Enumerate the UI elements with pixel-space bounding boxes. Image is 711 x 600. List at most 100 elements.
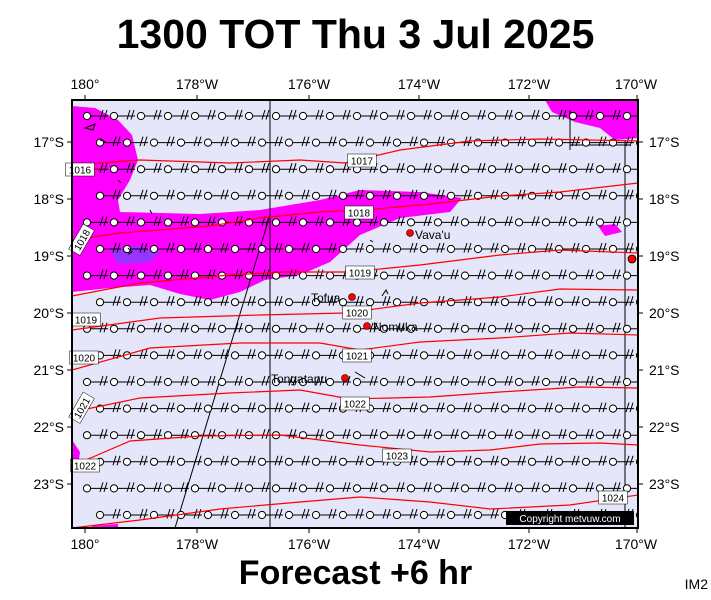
wind-barb — [176, 455, 202, 466]
wind-barb — [487, 375, 513, 387]
wind-barb — [203, 349, 229, 360]
wind-barb — [595, 429, 621, 440]
wind-barb — [338, 508, 364, 520]
wind-barb — [365, 296, 391, 307]
wind-barb — [230, 189, 256, 200]
wind-barb — [406, 163, 432, 174]
lon-label-top-174w: 174°W — [398, 76, 441, 92]
wind-barb — [568, 163, 594, 174]
wind-barb — [527, 296, 553, 307]
lat-label-right-21s: 21°S — [649, 362, 680, 378]
wind-barb — [82, 109, 108, 121]
wind-barb — [136, 429, 162, 440]
wind-barb — [284, 402, 310, 413]
wind-barb — [635, 458, 638, 466]
wind-barb — [311, 136, 337, 147]
wind-barb — [595, 216, 621, 227]
wind-barb — [568, 375, 594, 387]
wind-barb — [109, 482, 135, 493]
wind-barb — [568, 429, 594, 440]
wind-barb — [230, 349, 256, 360]
isobar-label: 1023 — [382, 448, 412, 463]
isobar-label-text: 1023 — [386, 452, 409, 463]
isobar-line — [72, 182, 638, 241]
latitude-labels-right: 17°S 18°S 19°S 20°S 21°S 22°S 23°S — [649, 134, 680, 492]
wind-barb — [379, 375, 405, 387]
wind-barb — [271, 109, 297, 121]
isobar-label-text: 1018 — [348, 209, 371, 220]
latitude-ticks — [67, 141, 643, 485]
wind-barb — [230, 296, 256, 307]
islands — [83, 123, 389, 379]
place-marker-tofua — [348, 293, 356, 301]
wind-barb — [352, 429, 378, 440]
isobar-label: 1019 — [71, 312, 101, 327]
wind-barb — [325, 322, 351, 333]
lon-label-bottom-170w: 170°W — [615, 536, 658, 552]
wind-barb — [244, 322, 270, 333]
wind-barb — [473, 349, 499, 360]
wind-barb — [406, 269, 432, 280]
wind-barb — [217, 375, 243, 387]
wind-barb — [244, 482, 270, 493]
wind-barb — [176, 136, 202, 147]
wind-barb — [311, 455, 337, 466]
wind-barb — [581, 136, 607, 147]
wind-barb — [298, 269, 324, 280]
wind-barb — [419, 455, 445, 466]
wind-barb — [95, 508, 121, 520]
wind-barb — [392, 242, 418, 254]
wind-barb — [379, 216, 405, 227]
wind-barb — [406, 375, 432, 387]
isobar-label: 1022 — [70, 458, 100, 473]
wind-barb — [203, 402, 229, 413]
wind-barb — [298, 482, 324, 493]
wind-barb — [568, 109, 594, 121]
wind-barb — [514, 375, 540, 387]
lat-label-right-18s: 18°S — [649, 191, 680, 207]
wind-barb — [325, 482, 351, 493]
wind-barb — [446, 349, 472, 360]
lat-label-left-19s: 19°S — [33, 248, 64, 264]
isobar-label: 1020 — [342, 305, 372, 320]
wind-barb — [554, 402, 580, 413]
wind-barb — [500, 349, 526, 360]
lat-label-left-17s: 17°S — [33, 134, 64, 150]
isobar-line — [72, 138, 638, 166]
wind-barb — [419, 349, 445, 360]
wind-barb — [190, 322, 216, 333]
wind-barb — [136, 269, 162, 280]
wind-barb — [82, 429, 108, 440]
wind-barb — [311, 349, 337, 360]
wind-barb — [163, 216, 189, 227]
isobar-label: 1021 — [342, 348, 372, 363]
wind-barb — [527, 402, 553, 413]
wind-barb — [406, 482, 432, 493]
wind-barb — [446, 402, 472, 413]
wind-barb — [311, 296, 337, 307]
wind-barb — [500, 455, 526, 466]
wind-barb — [230, 402, 256, 413]
wind-barb — [622, 218, 638, 227]
wind-barb — [271, 482, 297, 493]
wind-barb — [595, 482, 621, 493]
wind-barb — [284, 455, 310, 466]
wind-barb — [581, 189, 607, 200]
wind-barb — [365, 136, 391, 147]
wind-barb — [568, 269, 594, 280]
lat-label-right-23s: 23°S — [649, 476, 680, 492]
lat-label-right-19s: 19°S — [649, 248, 680, 264]
wind-barb — [541, 482, 567, 493]
wind-barb — [325, 163, 351, 174]
wind-barb — [217, 322, 243, 333]
wind-barb — [541, 109, 567, 121]
wind-barb — [230, 508, 256, 520]
wind-barb — [352, 482, 378, 493]
wind-barb — [136, 322, 162, 333]
wind-barb — [95, 189, 121, 200]
copyright-text: Copyright metvuw.com — [519, 514, 620, 525]
wind-barb — [419, 136, 445, 147]
wind-barb — [433, 269, 459, 280]
wind-barb — [446, 242, 472, 254]
lon-label-bottom-172w: 172°W — [508, 536, 551, 552]
